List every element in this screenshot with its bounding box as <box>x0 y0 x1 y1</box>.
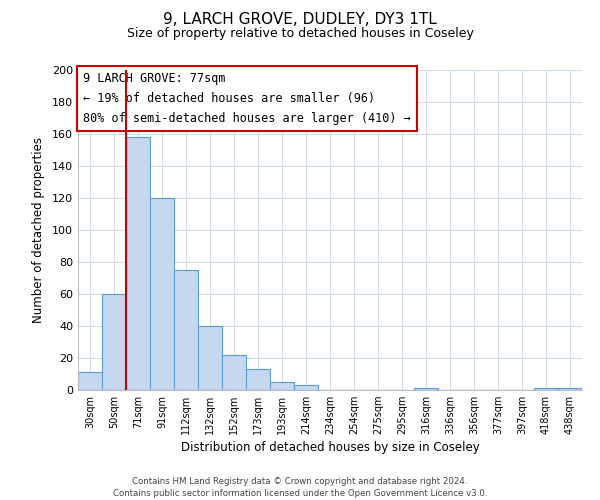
Bar <box>270 382 294 390</box>
Bar <box>222 355 246 390</box>
Bar <box>534 388 558 390</box>
Bar <box>174 270 198 390</box>
Text: Contains HM Land Registry data © Crown copyright and database right 2024.: Contains HM Land Registry data © Crown c… <box>132 478 468 486</box>
Bar <box>126 137 150 390</box>
Bar <box>246 369 270 390</box>
Bar <box>414 388 438 390</box>
Text: Contains public sector information licensed under the Open Government Licence v3: Contains public sector information licen… <box>113 489 487 498</box>
Text: 9, LARCH GROVE, DUDLEY, DY3 1TL: 9, LARCH GROVE, DUDLEY, DY3 1TL <box>163 12 437 28</box>
Y-axis label: Number of detached properties: Number of detached properties <box>32 137 45 323</box>
Bar <box>558 388 582 390</box>
Bar <box>150 198 174 390</box>
Bar <box>102 294 126 390</box>
X-axis label: Distribution of detached houses by size in Coseley: Distribution of detached houses by size … <box>181 442 479 454</box>
Text: 9 LARCH GROVE: 77sqm
← 19% of detached houses are smaller (96)
80% of semi-detac: 9 LARCH GROVE: 77sqm ← 19% of detached h… <box>83 72 411 124</box>
Bar <box>198 326 222 390</box>
Text: Size of property relative to detached houses in Coseley: Size of property relative to detached ho… <box>127 28 473 40</box>
Bar <box>294 385 318 390</box>
Bar <box>78 372 102 390</box>
